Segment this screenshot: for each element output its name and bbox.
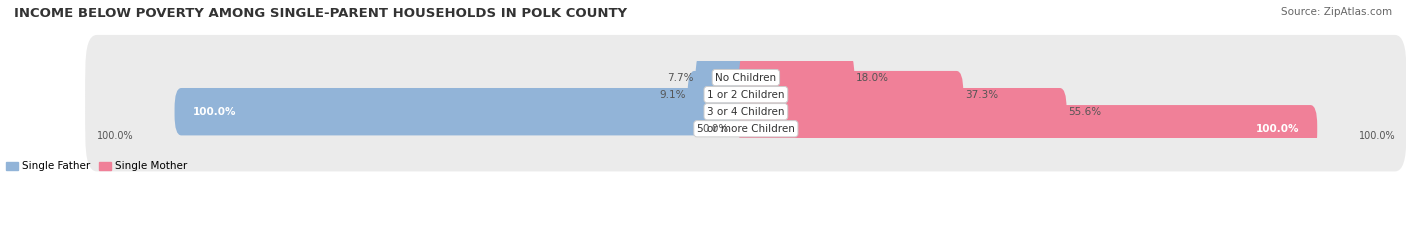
Text: 55.6%: 55.6% bbox=[1069, 107, 1101, 117]
FancyBboxPatch shape bbox=[86, 69, 1406, 154]
Text: 3 or 4 Children: 3 or 4 Children bbox=[707, 107, 785, 117]
FancyBboxPatch shape bbox=[740, 88, 1067, 135]
FancyBboxPatch shape bbox=[688, 71, 752, 118]
Text: 1 or 2 Children: 1 or 2 Children bbox=[707, 90, 785, 100]
Text: 100.0%: 100.0% bbox=[97, 131, 134, 141]
FancyBboxPatch shape bbox=[696, 54, 752, 101]
Text: 100.0%: 100.0% bbox=[1256, 124, 1299, 134]
Text: 7.7%: 7.7% bbox=[668, 73, 695, 82]
Text: 5 or more Children: 5 or more Children bbox=[697, 124, 794, 134]
FancyBboxPatch shape bbox=[86, 52, 1406, 137]
FancyBboxPatch shape bbox=[86, 86, 1406, 171]
Text: INCOME BELOW POVERTY AMONG SINGLE-PARENT HOUSEHOLDS IN POLK COUNTY: INCOME BELOW POVERTY AMONG SINGLE-PARENT… bbox=[14, 7, 627, 20]
Text: 100.0%: 100.0% bbox=[193, 107, 236, 117]
Text: 18.0%: 18.0% bbox=[856, 73, 889, 82]
Text: 37.3%: 37.3% bbox=[965, 90, 998, 100]
Text: Source: ZipAtlas.com: Source: ZipAtlas.com bbox=[1281, 7, 1392, 17]
FancyBboxPatch shape bbox=[740, 54, 855, 101]
Text: 100.0%: 100.0% bbox=[1358, 131, 1395, 141]
FancyBboxPatch shape bbox=[740, 105, 1317, 152]
Text: 0.0%: 0.0% bbox=[703, 124, 728, 134]
FancyBboxPatch shape bbox=[86, 35, 1406, 120]
FancyBboxPatch shape bbox=[740, 71, 963, 118]
FancyBboxPatch shape bbox=[174, 88, 752, 135]
Text: 9.1%: 9.1% bbox=[659, 90, 686, 100]
Text: No Children: No Children bbox=[716, 73, 776, 82]
Legend: Single Father, Single Mother: Single Father, Single Mother bbox=[1, 157, 191, 176]
